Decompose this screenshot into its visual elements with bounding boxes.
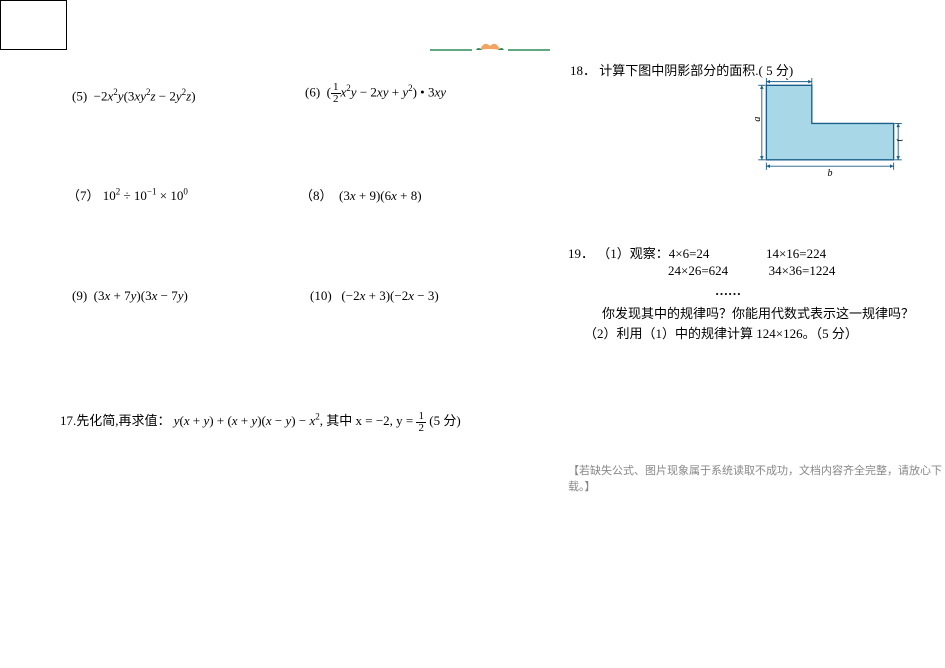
p17-frac-num: 1 — [416, 411, 426, 423]
problem-8-label: （8） — [300, 188, 333, 203]
problem-7-label: （7） — [67, 188, 100, 203]
problem-9: (9) (3x + 7y)(3x − 7y) — [72, 288, 188, 304]
problem-19-line2: 24×26=624 34×36=1224 — [668, 263, 835, 279]
problem-19-b: 14×16=224 — [766, 246, 826, 261]
footer-note: 【若缺失公式、图片现象属于系统读取不成功，文档内容齐全完整，请放心下载。】 — [568, 462, 945, 494]
problem-18-text: 计算下图中阴影部分的面积.( 5 分) — [599, 63, 793, 78]
problem-17: 17.先化简,再求值： y(x + y) + (x + y)(x − y) − … — [60, 410, 461, 434]
problem-5-label: (5) — [72, 88, 87, 103]
fig18-label-t-right: t — [895, 139, 906, 142]
problem-17-label: 17. — [60, 413, 76, 428]
problem-19-dots: …… — [715, 283, 741, 299]
figure-18-diagram: t a t b — [750, 78, 910, 178]
problem-5: (5) −2x2y(3xy2z − 2y2z) — [72, 87, 196, 104]
fig18-label-t-top: t — [786, 78, 789, 83]
problem-17-text-a: 先化简,再求值： — [76, 413, 170, 428]
corner-box — [0, 0, 67, 50]
problem-19-q1: 你发现其中的规律吗？你能用代数式表示这一规律吗？ — [602, 303, 914, 322]
problem-19-c: 24×26=624 — [668, 263, 728, 278]
problem-9-label: (9) — [72, 288, 87, 303]
problem-10: (10) (−2x + 3)(−2x − 3) — [310, 288, 439, 304]
fig18-label-b: b — [828, 168, 833, 178]
problem-17-text-b: , 其中 x = −2, y = — [320, 413, 417, 428]
problem-6-label: (6) — [305, 84, 320, 99]
p6-frac-den: 2 — [331, 94, 341, 105]
problem-6: (6) (12x2y − 2xy + y2) • 3xy — [305, 82, 446, 105]
problem-18-label: 18． — [570, 63, 596, 78]
problem-19-a: （1）观察：4×6=24 — [597, 246, 709, 261]
problem-8: （8） (3x + 9)(6x + 8) — [300, 185, 422, 204]
p17-frac-den: 2 — [416, 423, 426, 434]
problem-19-q2: （2）利用（1）中的规律计算 124×126。（5 分） — [584, 323, 858, 342]
problem-19-label: 19． — [568, 246, 594, 261]
problem-19-d: 34×36=1224 — [769, 263, 836, 278]
fig18-label-a: a — [752, 117, 763, 122]
document-page: (5) −2x2y(3xy2z − 2y2z) (6) (12x2y − 2xy… — [0, 0, 945, 668]
problem-19-line1: 19． （1）观察：4×6=24 14×16=224 — [568, 243, 826, 262]
problem-17-points: (5 分) — [429, 413, 460, 428]
problem-18: 18． 计算下图中阴影部分的面积.( 5 分) — [570, 60, 793, 79]
problem-10-label: (10) — [310, 288, 332, 303]
problem-7: （7） 102 ÷ 10−1 × 100 — [67, 185, 188, 204]
section-divider-icon — [430, 38, 550, 54]
